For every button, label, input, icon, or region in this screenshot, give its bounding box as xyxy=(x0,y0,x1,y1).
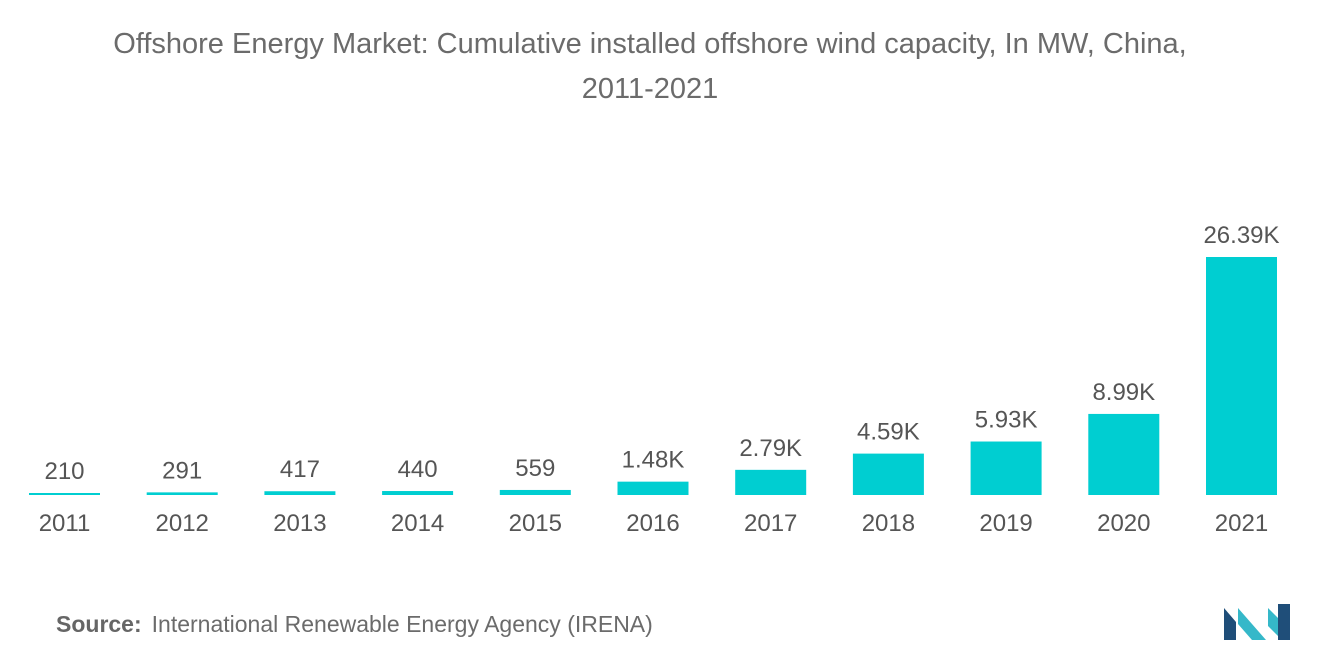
bars-group xyxy=(29,257,1277,495)
value-labels-group: 210 291 417 440 559 1.48K 2.79K 4.59K 5.93K 8.99K… xyxy=(44,222,1279,485)
x-tick-label-2015: 2015 xyxy=(509,510,562,537)
x-tick-label-2016: 2016 xyxy=(626,510,679,537)
x-tick-label-2013: 2013 xyxy=(273,510,326,537)
source-text: International Renewable Energy Agency (I… xyxy=(151,611,653,637)
bar-2011 xyxy=(29,493,100,495)
x-tick-label-2017: 2017 xyxy=(744,510,797,537)
value-label-2017: 2.79K xyxy=(739,435,802,462)
x-tick-label-2018: 2018 xyxy=(862,510,915,537)
value-label-2014: 440 xyxy=(398,456,438,483)
brand-logo xyxy=(1224,604,1290,640)
x-tick-label-2021: 2021 xyxy=(1215,510,1268,537)
value-label-2020: 8.99K xyxy=(1092,379,1155,406)
chart-title-line2: 2011-2021 xyxy=(581,73,719,105)
value-label-2013: 417 xyxy=(280,456,320,483)
bar-2020 xyxy=(1088,413,1160,495)
source-note: Source: International Renewable Energy Ag… xyxy=(56,611,653,638)
chart-title-line1: Offshore Energy Market: Cumulative insta… xyxy=(113,28,1187,60)
bar-2012 xyxy=(146,492,218,495)
x-tick-label-2011: 2011 xyxy=(39,510,91,537)
x-tick-label-2014: 2014 xyxy=(391,510,444,537)
bar-2018 xyxy=(852,453,924,495)
logo-shape-right-dark xyxy=(1278,604,1290,640)
x-tick-label-2012: 2012 xyxy=(156,510,209,537)
value-label-2016: 1.48K xyxy=(622,447,685,474)
bar-2019 xyxy=(970,441,1042,495)
value-label-2021: 26.39K xyxy=(1203,222,1279,249)
bar-chart: 210 291 417 440 559 1.48K 2.79K 4.59K 5.93K 8.99K… xyxy=(29,222,1280,537)
value-label-2015: 559 xyxy=(515,455,555,482)
x-tick-labels-group: 2011 2012 2013 2014 2015 2016 2017 2018 2019 2020… xyxy=(39,510,1269,537)
value-label-2011: 210 xyxy=(44,458,84,485)
value-label-2019: 5.93K xyxy=(975,407,1038,434)
logo-shape-mid xyxy=(1238,608,1266,640)
bar-2015 xyxy=(499,489,571,495)
source-label: Source: xyxy=(56,611,142,637)
bar-2017 xyxy=(735,469,807,495)
bar-2013 xyxy=(264,491,336,495)
value-label-2012: 291 xyxy=(162,457,202,484)
value-label-2018: 4.59K xyxy=(857,419,920,446)
bar-2014 xyxy=(382,491,454,495)
bar-2021 xyxy=(1206,257,1277,495)
logo-shape-left xyxy=(1224,608,1236,640)
x-tick-label-2020: 2020 xyxy=(1097,510,1150,537)
x-tick-label-2019: 2019 xyxy=(979,510,1032,537)
chart-title: Offshore Energy Market: Cumulative insta… xyxy=(40,22,1260,112)
bar-2016 xyxy=(617,481,689,495)
